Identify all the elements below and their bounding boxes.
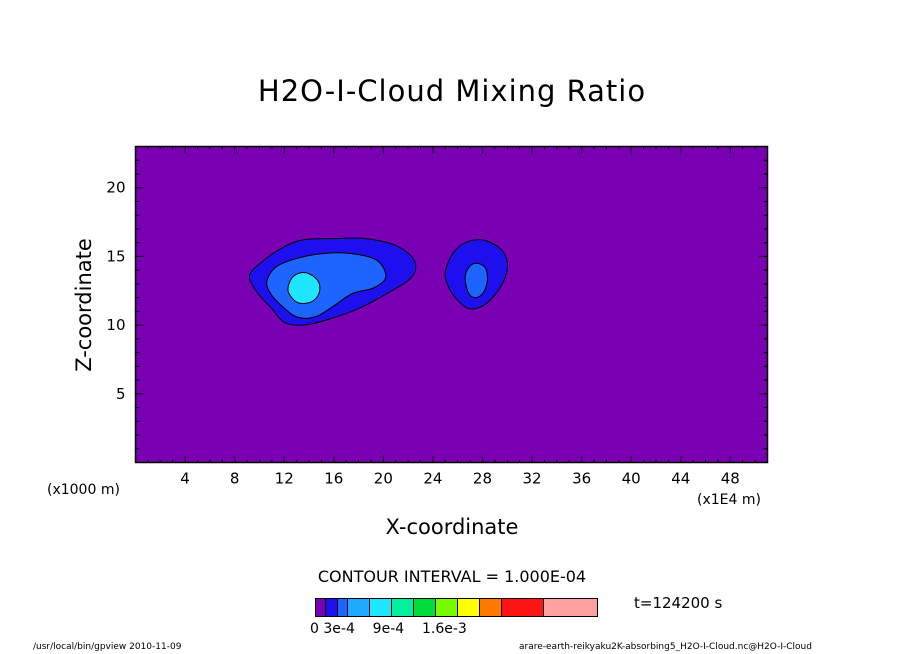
colorbar-swatch <box>347 598 370 617</box>
colorbar-label: 1.6e-3 <box>421 621 467 637</box>
x-tick-label: 16 <box>324 470 343 488</box>
footer-source: arare-earth-reikyaku2K-absorbing5_H2O-I-… <box>519 642 812 652</box>
chart-title: H2O-I-Cloud Mixing Ratio <box>257 74 647 108</box>
plot-background <box>135 146 768 463</box>
x-tick-label: 4 <box>180 470 190 488</box>
colorbar-swatch <box>325 598 338 617</box>
colorbar-label: 9e-4 <box>372 621 405 637</box>
x-tick-label: 36 <box>572 470 591 488</box>
colorbar-swatch <box>413 598 436 617</box>
x-tick-label: 24 <box>423 470 442 488</box>
footer-command: /usr/local/bin/gpview 2010-11-09 <box>33 642 182 652</box>
x-tick-label: 12 <box>275 470 294 488</box>
contour-region <box>464 262 488 299</box>
colorbar-swatch <box>435 598 458 617</box>
colorbar-swatch <box>479 598 502 617</box>
x-tick-label: 8 <box>230 470 240 488</box>
x-tick-label: 20 <box>374 470 393 488</box>
time-label: t=124200 s <box>634 594 723 612</box>
colorbar-swatch <box>457 598 480 617</box>
plot-frame <box>134 145 769 464</box>
x-tick-label: 28 <box>473 470 492 488</box>
y-tick-label: 20 <box>106 179 125 197</box>
y-axis-ticks: 5 10 15 20 <box>106 159 768 450</box>
x-tick-label: 40 <box>622 470 641 488</box>
colorbar <box>315 598 598 617</box>
colorbar-swatch <box>369 598 392 617</box>
colorbar-label: 3e-4 <box>323 621 355 637</box>
contour-region <box>287 272 321 304</box>
colorbar-swatch <box>391 598 414 617</box>
colorbar-swatch <box>337 598 348 617</box>
colorbar-swatch <box>501 598 544 617</box>
x-tick-label: 44 <box>671 470 690 488</box>
colorbar-swatch <box>315 598 326 617</box>
y-tick-label: 5 <box>116 385 126 403</box>
colorbar-label: 0 <box>310 621 319 637</box>
x-axis-label: X-coordinate <box>385 515 519 539</box>
x-axis-unit-left: (x1000 m) <box>47 482 120 498</box>
x-axis-unit-right: (x1E4 m) <box>697 492 761 508</box>
y-axis-label: Z-coordinate <box>72 238 96 372</box>
colorbar-swatch <box>543 598 598 617</box>
x-tick-label: 48 <box>721 470 740 488</box>
x-tick-label: 32 <box>523 470 542 488</box>
y-tick-label: 10 <box>106 316 125 334</box>
contour-interval: CONTOUR INTERVAL = 1.000E-04 <box>317 567 587 586</box>
colorbar-labels: 0 3e-4 9e-4 1.6e-3 <box>310 621 467 637</box>
y-tick-label: 15 <box>106 247 125 265</box>
x-axis-ticks: 4 8 12 16 20 24 28 32 36 40 44 48 <box>147 146 756 488</box>
contour-regions <box>248 237 509 326</box>
